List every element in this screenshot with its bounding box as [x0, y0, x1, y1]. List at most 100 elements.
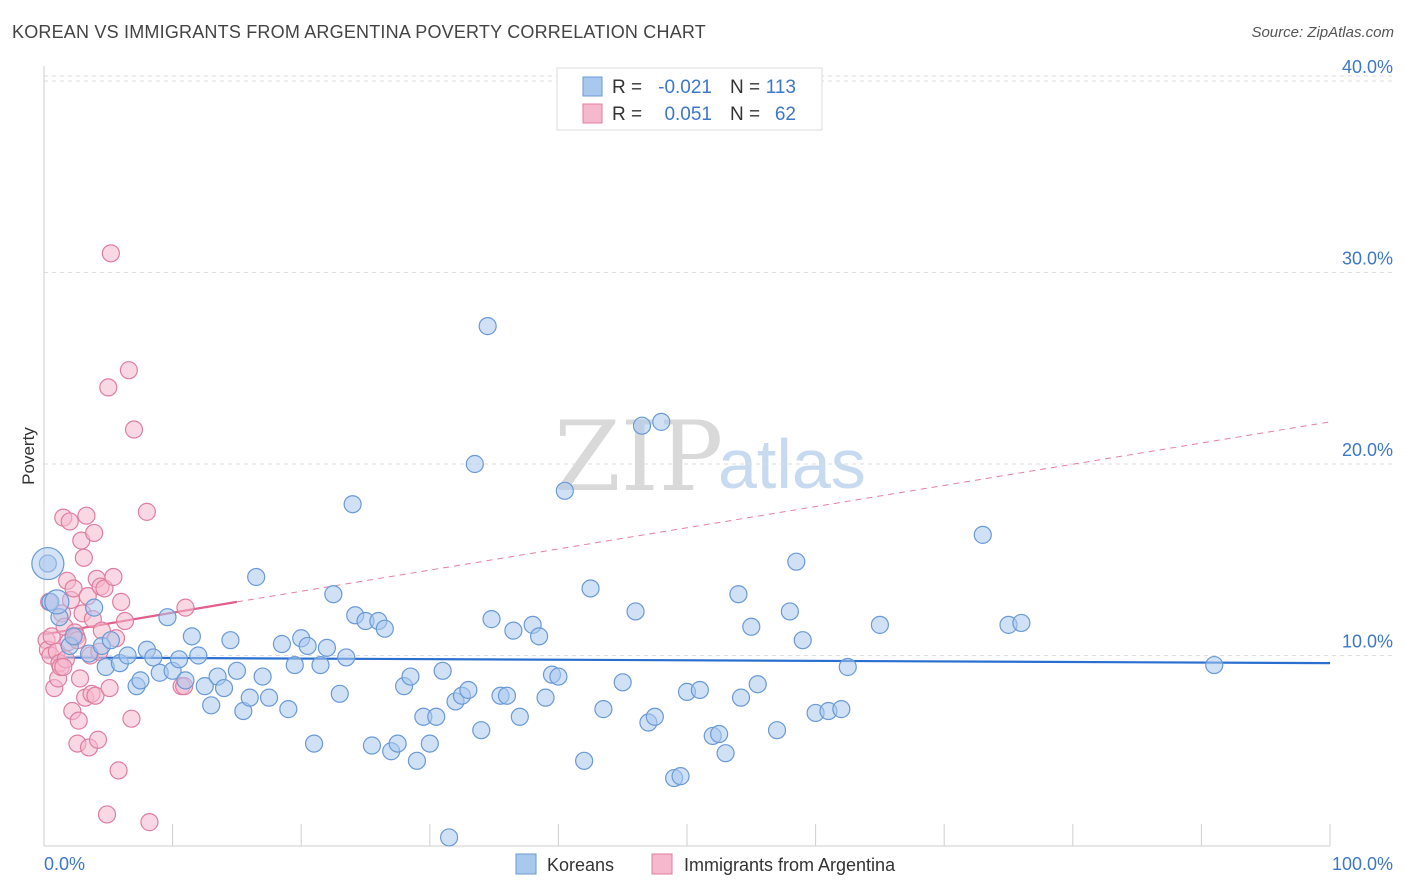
korean-point [742, 617, 761, 636]
argentina-point [140, 813, 159, 832]
korean-point-cluster [44, 589, 70, 615]
argentina-point [64, 579, 83, 598]
argentina-point [88, 730, 108, 749]
korean-point [169, 650, 189, 669]
korean-point [259, 688, 279, 707]
argentina-point [109, 761, 128, 780]
argentina-point [77, 506, 96, 525]
korean-point [504, 621, 523, 640]
korean-point [472, 721, 491, 740]
korean-point [581, 579, 600, 598]
korean-point [118, 646, 137, 665]
korean-point [632, 416, 652, 435]
korean-point [285, 655, 304, 675]
stats-n-label: N = [730, 77, 760, 98]
stats-r-value: -0.021 [658, 77, 712, 98]
korean-point [575, 751, 594, 770]
korean-point [144, 648, 163, 667]
legend: Koreans Immigrants from Argentina [515, 853, 896, 875]
legend-swatch-argentina [651, 853, 673, 875]
stats-box: R = -0.021 N = 113 R = 0.051 N = 62 [556, 67, 823, 131]
korean-point [227, 661, 246, 680]
korean-point [459, 680, 478, 700]
korean-point [427, 707, 446, 726]
korean-point [767, 721, 787, 740]
korean-point [613, 673, 632, 692]
korean-point [407, 751, 427, 770]
stats-n-value: 62 [775, 104, 796, 125]
korean-point [131, 671, 150, 690]
korean-point [626, 602, 645, 621]
korean-point [555, 481, 574, 500]
korean-point [189, 646, 208, 665]
x-tick-label: 100.0% [1332, 854, 1393, 874]
korean-point [202, 696, 221, 715]
korean-point [182, 627, 201, 646]
argentina-point [70, 669, 90, 688]
argentina-point [97, 805, 117, 824]
grid-lines [44, 75, 1394, 656]
argentina-point [69, 711, 88, 730]
stats-n-value: 113 [766, 77, 796, 98]
korean-point [973, 525, 992, 544]
korean-point [671, 767, 690, 786]
korean-point [401, 667, 420, 686]
korean-point [870, 615, 890, 634]
korean-point [530, 627, 549, 646]
korean-point [298, 636, 317, 656]
korean-point [729, 585, 748, 604]
korean-point [195, 677, 214, 696]
argentina-point [86, 686, 105, 705]
y-tick-label: 20.0% [1342, 440, 1393, 460]
argentina-point [100, 678, 119, 698]
stats-n-label: N = [730, 104, 760, 125]
korean-point [731, 688, 751, 707]
korean-point [240, 688, 259, 707]
stats-r-label: R = [612, 77, 642, 98]
korean-point [838, 657, 857, 677]
argentina-point [176, 598, 195, 617]
korean-point [594, 700, 613, 719]
korean-point-cluster [31, 546, 65, 581]
korean-point [247, 567, 266, 587]
korean-point [478, 317, 497, 336]
y-tick-label: 40.0% [1342, 57, 1393, 77]
stats-r-label: R = [612, 104, 642, 125]
axes [43, 66, 1331, 847]
korean-point [158, 608, 177, 627]
legend-swatch-koreans [515, 853, 537, 875]
korean-point [304, 734, 324, 753]
argentina-point [74, 548, 93, 567]
argentina-point [101, 244, 120, 263]
korean-point [716, 744, 735, 763]
korean-point [375, 619, 394, 638]
stats-korean-swatch [582, 76, 603, 97]
korean-point [85, 598, 104, 617]
korean-point [482, 610, 501, 629]
korean-point [832, 700, 851, 719]
data-points [31, 244, 1224, 847]
korean-point [64, 627, 83, 646]
korean-point [549, 667, 568, 686]
legend-label-koreans: Koreans [547, 855, 614, 875]
argentina-point [119, 361, 138, 380]
korean-point [214, 678, 234, 698]
korean-point [793, 631, 812, 650]
source-credit: Source: ZipAtlas.com [1251, 24, 1394, 41]
korean-point [645, 707, 664, 726]
argentina-point [112, 592, 131, 611]
korean-point [748, 675, 767, 694]
korean-point [317, 638, 337, 657]
korean-point [433, 661, 452, 680]
korean-point [362, 736, 382, 755]
trend-line-argentina-extension [236, 421, 1331, 603]
korean-point [652, 412, 671, 431]
stats-argentina-swatch [582, 103, 603, 124]
argentina-point [115, 611, 135, 631]
y-tick-label: 30.0% [1342, 249, 1393, 269]
korean-point [101, 631, 120, 650]
korean-point [1012, 613, 1031, 633]
trend-line-koreans [43, 656, 1331, 665]
korean-point [420, 734, 439, 753]
